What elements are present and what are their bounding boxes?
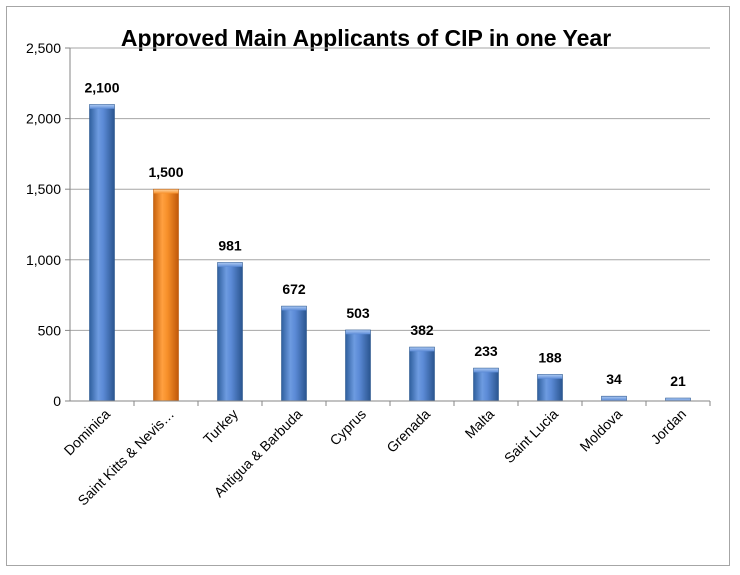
data-labels: 2,100 1,500 981 672 503 382 233 188 34 21	[84, 79, 686, 389]
y-tick-label: 0	[53, 393, 61, 409]
y-axis-tick-labels: 0 500 1,000 1,500 2,000 2,500	[26, 40, 61, 409]
x-tick-label: Grenada	[383, 406, 433, 456]
bar-cap	[537, 374, 563, 379]
data-label: 21	[670, 373, 686, 389]
bar-body	[153, 188, 179, 402]
data-label: 34	[606, 371, 622, 387]
bar-body	[345, 329, 371, 402]
bar-body	[409, 346, 435, 402]
x-tick-label: Saint Lucia	[501, 406, 561, 466]
data-label: 233	[474, 343, 498, 359]
bar-cap	[345, 330, 371, 335]
bar-body	[281, 305, 307, 402]
chart-title: Approved Main Applicants of CIP in one Y…	[121, 25, 611, 51]
x-tick-label: Dominica	[61, 406, 114, 459]
axes	[65, 48, 710, 402]
x-tick-label: Cyprus	[326, 406, 369, 449]
bar-cap	[473, 368, 499, 373]
bar	[217, 262, 243, 402]
data-label: 672	[282, 281, 306, 297]
data-label: 2,100	[84, 79, 119, 95]
data-label: 981	[218, 237, 242, 253]
bar-body	[537, 374, 563, 402]
x-tick-label: Moldova	[576, 406, 625, 455]
data-label: 382	[410, 322, 434, 338]
y-tick-label: 500	[38, 322, 62, 338]
y-tick-label: 1,500	[26, 181, 61, 197]
bar	[281, 305, 307, 402]
bars	[89, 104, 691, 402]
x-tick-label: Jordan	[648, 406, 690, 448]
bar-body	[473, 367, 499, 402]
chart-frame	[6, 6, 730, 566]
bar-cap	[153, 189, 179, 194]
y-tick-label: 2,000	[26, 111, 61, 127]
bar	[601, 395, 627, 402]
bar	[473, 367, 499, 402]
x-tick-label: Turkey	[200, 406, 241, 447]
bar-body	[217, 262, 243, 402]
bar-cap	[89, 104, 115, 109]
bar	[409, 346, 435, 402]
data-label: 1,500	[148, 164, 183, 180]
y-tick-label: 1,000	[26, 252, 61, 268]
data-label: 188	[538, 349, 562, 365]
bar	[345, 329, 371, 402]
bar-cap	[409, 347, 435, 352]
bar-cap	[601, 396, 627, 401]
bar	[537, 374, 563, 402]
bar-body	[89, 104, 115, 402]
data-label: 503	[346, 305, 370, 321]
bar-cap	[217, 262, 243, 267]
bar-cap	[665, 398, 691, 402]
bar-cap	[281, 306, 307, 311]
bar	[89, 104, 115, 402]
y-tick-label: 2,500	[26, 40, 61, 56]
x-tick-label: Malta	[462, 406, 498, 442]
bar	[153, 188, 179, 402]
